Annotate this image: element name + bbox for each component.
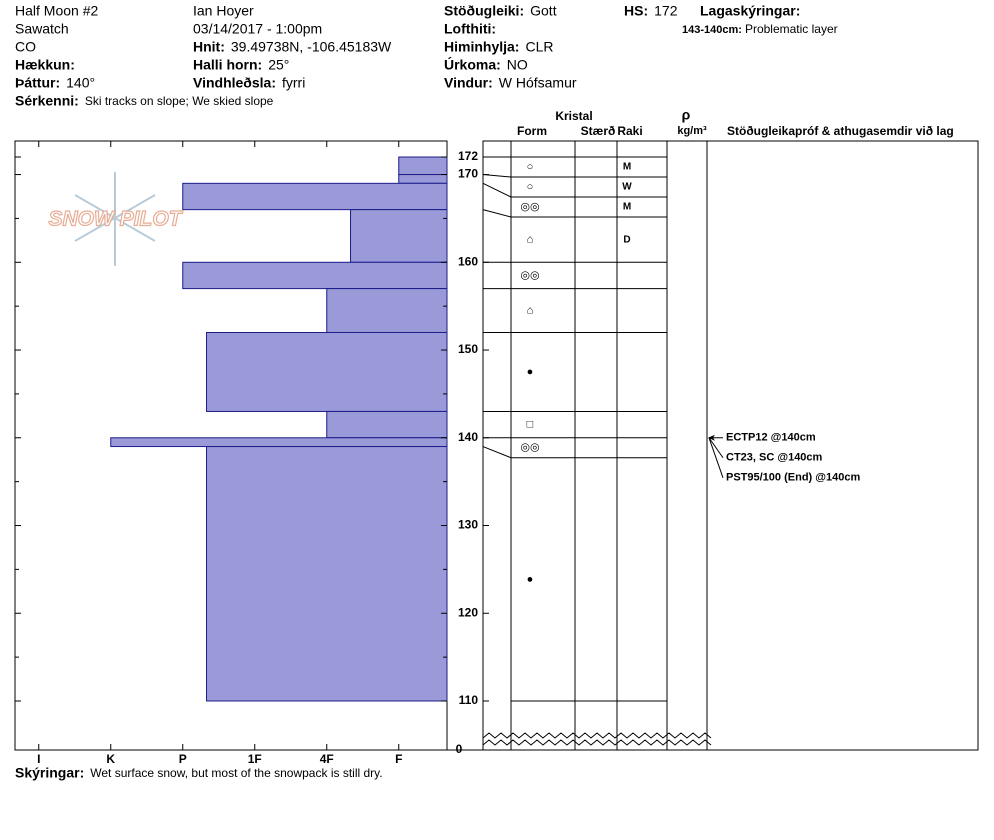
layer-connector (482, 182, 512, 198)
field-value: 140° (66, 75, 95, 91)
density-unit: kg/m³ (677, 125, 707, 137)
stability-test: CT23, SC @140cm (726, 452, 823, 464)
field-label: Skýringar: (15, 765, 84, 781)
grain-form: □ (527, 419, 534, 431)
header-text: Ian Hoyer (193, 3, 254, 19)
field-label: Hnit: (193, 39, 225, 55)
tests-header: Stöðugleikapróf & athugasemdir við lag (727, 124, 954, 138)
grain-form: ◎◎ (520, 442, 539, 454)
axis-break (482, 732, 712, 746)
field-label: Lagaskýringar: (700, 3, 800, 19)
header-text: 03/14/2017 - 1:00pm (193, 21, 322, 37)
grain-form: ⌂ (527, 234, 534, 246)
field-label: Hækkun: (15, 57, 75, 73)
stability-test: PST95/100 (End) @140cm (726, 472, 860, 484)
field-label: Úrkoma: (444, 56, 501, 73)
grain-form: ◎◎ (520, 269, 539, 281)
test-pointer (708, 437, 724, 459)
field-label: Halli horn: (193, 57, 262, 73)
grain-form: ● (527, 366, 534, 378)
field-label: Himinhylja: (444, 39, 519, 55)
moisture: M (623, 162, 631, 173)
grain-form: ○ (527, 181, 534, 193)
hardness-bar (398, 174, 448, 184)
hardness-bar (206, 446, 448, 702)
column-header: Raki (617, 124, 642, 138)
column-header: Stærð (581, 124, 616, 138)
x-tick-label: F (395, 752, 402, 766)
field-value: Gott (530, 3, 557, 19)
layer-note-text: Problematic layer (745, 22, 838, 36)
field-label: Vindhleðsla: (193, 75, 276, 91)
layer-connector (482, 174, 512, 178)
field-label: HS: (624, 3, 648, 19)
y-tick-label: 140 (458, 430, 478, 444)
field-value: 172 (654, 3, 678, 19)
layer-connector (482, 209, 512, 218)
y-tick-label: 110 (459, 693, 479, 707)
field-value: Wet surface snow, but most of the snowpa… (90, 766, 382, 780)
field-label: Vindur: (444, 75, 493, 91)
y-tick-label: 120 (458, 605, 478, 619)
header-text: CO (15, 39, 36, 55)
y-tick-label: 130 (458, 518, 478, 532)
stability-test: ECTP12 @140cm (726, 432, 816, 444)
grain-form: ⌂ (527, 304, 534, 316)
field-label: Stöðugleiki: (444, 3, 524, 19)
x-tick-label: P (179, 752, 187, 766)
x-tick-label: I (37, 752, 40, 766)
hardness-bar (398, 156, 448, 176)
x-tick-label: 4F (320, 752, 334, 766)
field-label: Þáttur: (15, 75, 60, 91)
moisture: D (623, 234, 630, 245)
moisture: W (622, 182, 632, 193)
y-tick-label: 170 (458, 167, 478, 181)
header-text: Half Moon #2 (15, 3, 98, 19)
y-tick-label: 160 (458, 254, 478, 268)
field-label: Sérkenni: (15, 93, 79, 109)
hardness-bar (326, 288, 448, 333)
hardness-bar (326, 410, 448, 439)
header-text: Sawatch (15, 21, 69, 37)
layer-table-frame (482, 140, 979, 751)
hardness-bar (350, 209, 448, 263)
y-break-label: 0 (456, 742, 463, 756)
y-tick-label: 172 (458, 149, 478, 163)
logo: SNOW PILOT (49, 208, 184, 231)
field-value: fyrri (282, 75, 305, 91)
hardness-bar (110, 437, 448, 448)
test-arrowhead (708, 434, 715, 441)
field-value: CLR (525, 39, 553, 55)
layer-note-range: 143-140cm: (682, 24, 742, 36)
hardness-bar (182, 261, 448, 290)
test-pointer (708, 437, 724, 478)
layer-connector (482, 446, 512, 459)
hardness-bar (206, 331, 448, 412)
field-value: W Hófsamur (499, 75, 577, 91)
moisture: M (623, 202, 631, 213)
table-group-header: Kristal (555, 109, 592, 123)
field-label: Lofthiti: (444, 21, 496, 37)
field-value: NO (507, 57, 528, 73)
grain-form: ● (527, 573, 534, 585)
column-header: Form (517, 124, 547, 138)
density-symbol: ρ (682, 107, 691, 123)
grain-form: ○ (527, 161, 534, 173)
field-value: Ski tracks on slope; We skied slope (85, 94, 274, 108)
x-tick-label: 1F (248, 752, 262, 766)
field-value: 39.49738N, -106.45183W (231, 39, 392, 55)
logo-flake (74, 172, 156, 266)
field-value: 25° (268, 57, 289, 73)
y-tick-label: 150 (458, 342, 478, 356)
grain-form: ◎◎ (520, 201, 539, 213)
x-tick-label: K (106, 752, 115, 766)
hardness-bar (182, 182, 448, 211)
flake-arm (74, 194, 156, 242)
